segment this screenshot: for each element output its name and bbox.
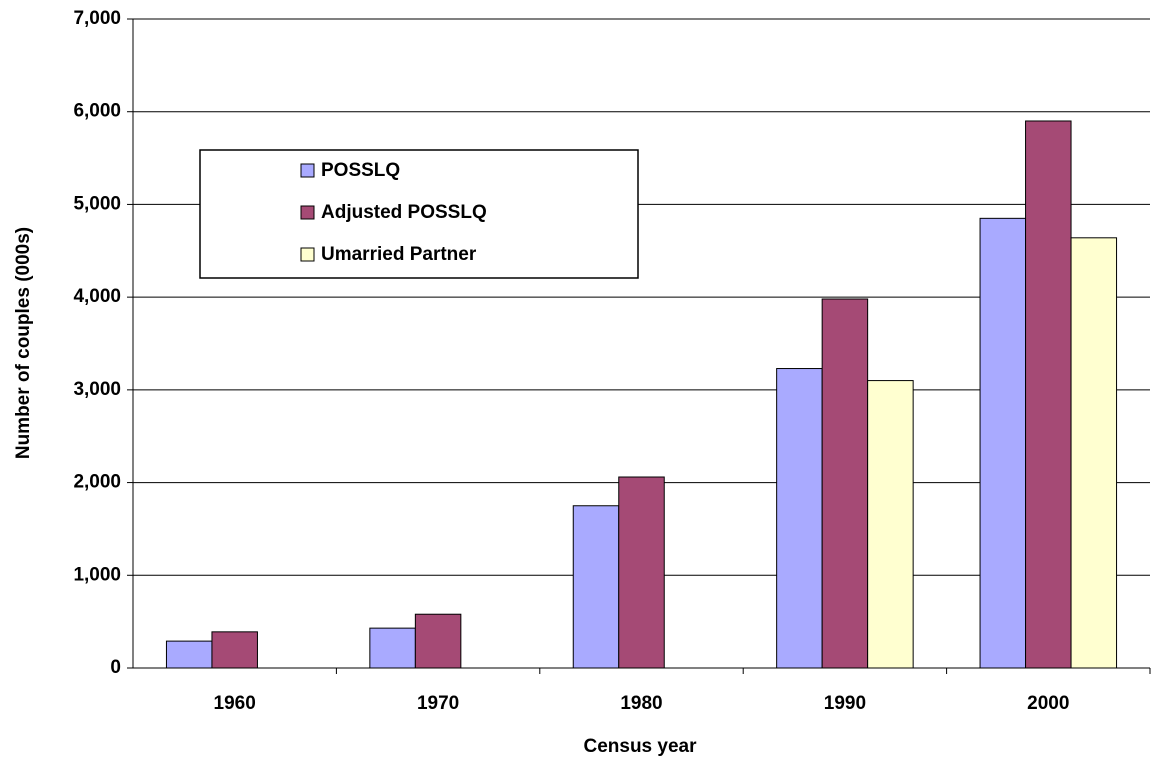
bar <box>821 298 869 669</box>
bar <box>1070 237 1118 669</box>
legend-label: Adjusted POSSLQ <box>321 202 487 223</box>
bar <box>1025 120 1072 669</box>
legend-swatch <box>300 163 315 178</box>
bar <box>572 505 620 669</box>
x-tick-label: 1990 <box>824 693 866 714</box>
y-tick-label: 2,000 <box>73 472 121 493</box>
bar <box>618 476 665 669</box>
bar <box>369 627 416 669</box>
x-tick-label: 1960 <box>214 693 256 714</box>
y-axis-title: Number of couples (000s) <box>13 227 34 459</box>
bar <box>414 613 462 669</box>
bar <box>776 368 823 669</box>
y-tick-label: 3,000 <box>73 379 121 400</box>
y-tick-label: 6,000 <box>73 101 121 122</box>
bar <box>211 631 258 669</box>
x-axis-title: Census year <box>583 736 697 757</box>
legend-swatch <box>300 247 315 262</box>
bar <box>867 380 914 669</box>
legend-box <box>199 149 639 279</box>
y-tick-label: 7,000 <box>73 8 121 29</box>
bar <box>165 640 213 669</box>
y-tick-label: 1,000 <box>73 564 121 585</box>
legend-label: Umarried Partner <box>321 244 477 265</box>
y-tick-label: 4,000 <box>73 286 121 307</box>
x-tick-label: 1970 <box>417 693 459 714</box>
bar <box>979 217 1027 669</box>
legend-swatch <box>300 205 315 220</box>
x-tick-label: 2000 <box>1027 693 1069 714</box>
legend-label: POSSLQ <box>321 160 400 181</box>
y-tick-label: 5,000 <box>73 193 121 214</box>
x-tick-label: 1980 <box>620 693 662 714</box>
y-tick-label: 0 <box>110 657 121 678</box>
